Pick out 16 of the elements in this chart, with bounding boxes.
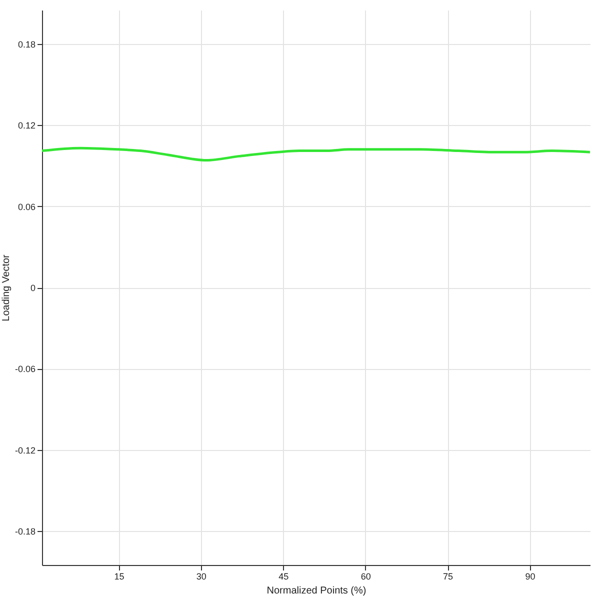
line-series [40, 146, 592, 162]
y-tick-label: 0 [30, 283, 36, 293]
x-tick-label: 30 [196, 572, 206, 582]
y-tick-label: 0.06 [18, 202, 36, 212]
y-axis-title: Loading Vector [0, 254, 12, 322]
x-tick-label: 75 [443, 572, 454, 582]
y-tick-label: -0.12 [14, 445, 36, 456]
x-axis-title: Normalized Points (%) [266, 586, 366, 596]
x-tick-label: 90 [525, 572, 536, 582]
y-tick-label: -0.18 [14, 526, 36, 537]
x-tick-label: 45 [278, 572, 289, 582]
y-tick-label: 0.12 [18, 120, 36, 131]
y-tick-label: -0.06 [14, 364, 36, 374]
x-tick-label: 15 [114, 572, 124, 582]
y-tick-label: 0.18 [18, 39, 36, 50]
x-tick-label: 60 [360, 572, 371, 582]
